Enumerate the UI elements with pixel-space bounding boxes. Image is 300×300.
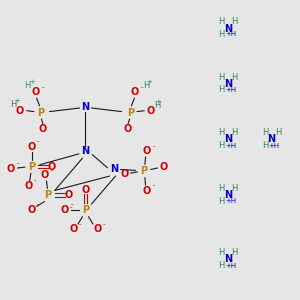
- Text: O: O: [41, 170, 49, 181]
- Text: H: H: [231, 128, 238, 137]
- Text: -: -: [103, 221, 105, 227]
- Text: P: P: [44, 190, 52, 200]
- Text: -: -: [37, 139, 39, 145]
- Text: N: N: [81, 146, 90, 157]
- Text: H: H: [218, 141, 225, 150]
- Text: +: +: [155, 99, 161, 105]
- Text: O: O: [143, 185, 151, 196]
- Text: O: O: [64, 190, 73, 200]
- Text: O: O: [7, 164, 15, 174]
- Text: N: N: [224, 23, 232, 34]
- Text: +: +: [146, 80, 152, 85]
- Text: H: H: [218, 184, 225, 193]
- Text: H: H: [143, 81, 150, 90]
- Text: H: H: [275, 128, 281, 137]
- Text: -: -: [50, 167, 53, 173]
- Text: N: N: [110, 164, 118, 175]
- Text: O: O: [143, 146, 151, 157]
- Text: H: H: [218, 196, 225, 206]
- Text: H: H: [231, 17, 238, 26]
- Text: H: H: [218, 17, 225, 26]
- Text: P: P: [28, 161, 35, 172]
- Text: +: +: [15, 98, 21, 104]
- Text: O: O: [61, 205, 69, 215]
- Text: -: -: [70, 204, 72, 210]
- Text: O: O: [27, 142, 36, 152]
- Text: +H: +H: [225, 87, 236, 93]
- Text: N: N: [224, 254, 232, 265]
- Text: O: O: [48, 161, 56, 172]
- Text: O: O: [120, 169, 129, 179]
- Text: +H: +H: [225, 142, 236, 148]
- Text: H: H: [231, 184, 238, 193]
- Text: +: +: [29, 80, 35, 85]
- Text: H: H: [24, 81, 31, 90]
- Text: H: H: [262, 128, 268, 137]
- Text: -: -: [34, 178, 36, 184]
- Text: H: H: [218, 128, 225, 137]
- Text: O: O: [159, 161, 168, 172]
- Text: -: -: [16, 160, 19, 166]
- Text: O: O: [124, 124, 132, 134]
- Text: +H: +H: [225, 262, 236, 268]
- Text: H: H: [231, 73, 238, 82]
- Text: H: H: [218, 261, 225, 270]
- Text: O: O: [24, 181, 33, 191]
- Text: -: -: [141, 84, 143, 90]
- Text: H: H: [262, 141, 268, 150]
- Text: N: N: [224, 134, 232, 145]
- Text: P: P: [82, 205, 89, 215]
- Text: N: N: [267, 134, 276, 145]
- Text: H: H: [231, 248, 238, 257]
- Text: +H: +H: [268, 142, 280, 148]
- Text: -: -: [70, 202, 73, 208]
- Text: N: N: [224, 190, 232, 200]
- Text: -: -: [79, 221, 81, 227]
- Text: O: O: [69, 224, 78, 235]
- Text: O: O: [32, 87, 40, 97]
- Text: H: H: [218, 73, 225, 82]
- Text: +H: +H: [225, 198, 236, 204]
- Text: H: H: [218, 248, 225, 257]
- Text: -: -: [37, 202, 39, 208]
- Text: O: O: [16, 106, 24, 116]
- Text: O: O: [39, 124, 47, 134]
- Text: O: O: [93, 224, 102, 235]
- Text: N: N: [224, 79, 232, 89]
- Text: H: H: [218, 85, 225, 94]
- Text: O: O: [147, 106, 155, 116]
- Text: O: O: [81, 184, 90, 195]
- Text: P: P: [140, 166, 148, 176]
- Text: O: O: [131, 87, 139, 97]
- Text: -: -: [152, 143, 155, 149]
- Text: H: H: [154, 100, 161, 109]
- Text: P: P: [127, 107, 134, 118]
- Text: P: P: [37, 107, 44, 118]
- Text: O: O: [27, 205, 36, 215]
- Text: -: -: [152, 182, 155, 188]
- Text: H: H: [218, 30, 225, 39]
- Text: H: H: [10, 100, 17, 109]
- Text: -: -: [42, 84, 44, 90]
- Text: +H: +H: [225, 32, 236, 38]
- Text: N: N: [81, 101, 90, 112]
